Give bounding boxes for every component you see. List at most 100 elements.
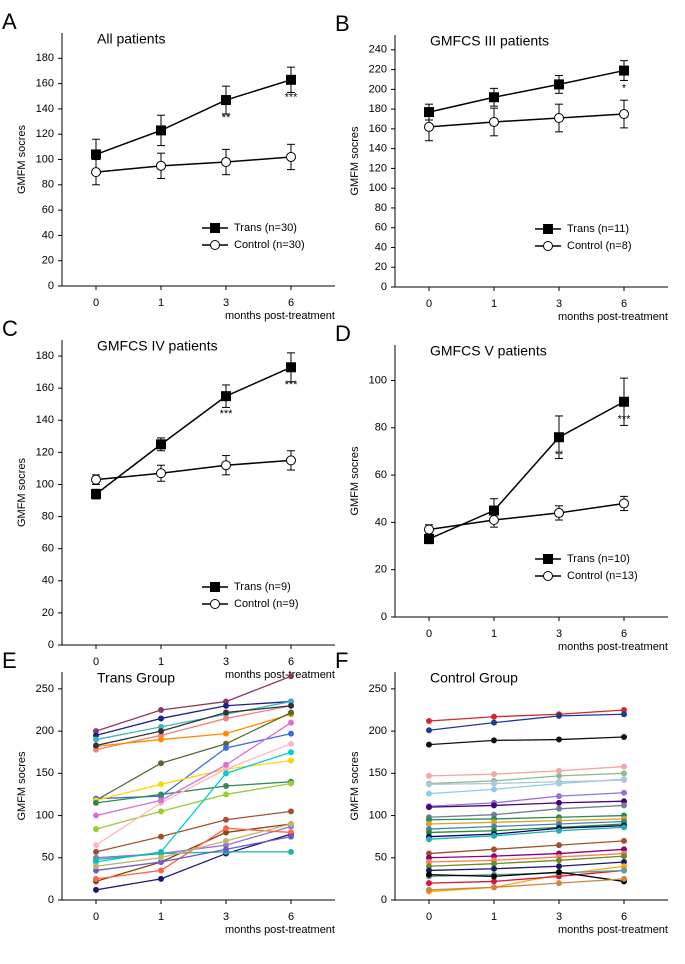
y-tick-label: 200	[369, 725, 387, 737]
marker	[158, 728, 164, 735]
marker	[556, 827, 562, 834]
y-tick-label: 20	[42, 607, 54, 619]
marker	[621, 734, 627, 741]
x-tick-label: 1	[158, 911, 164, 923]
marker	[489, 92, 499, 103]
series-line	[428, 852, 625, 863]
marker	[210, 223, 220, 233]
marker	[556, 712, 562, 719]
marker	[491, 786, 497, 793]
series-line	[428, 826, 625, 840]
marker	[286, 151, 296, 162]
series-line	[428, 878, 625, 891]
y-tick-label: 250	[369, 683, 387, 695]
panel: A All patients 0 20 40 60 80 100 120 140 160 180 0 1 3…	[2, 9, 335, 322]
series-line	[428, 848, 625, 859]
marker	[426, 871, 432, 878]
y-tick-label: 40	[42, 575, 54, 587]
panel-letter: C	[2, 316, 18, 341]
marker	[158, 736, 164, 743]
marker	[426, 821, 432, 827]
marker	[491, 884, 497, 891]
y-tick-label: 20	[375, 261, 387, 273]
x-tick-label: 3	[556, 911, 562, 923]
y-axis-label: GMFM socres	[16, 751, 28, 821]
marker	[288, 821, 294, 827]
series-line	[95, 366, 292, 495]
y-tick-label: 160	[369, 123, 387, 135]
series-line	[428, 855, 625, 867]
marker	[621, 867, 627, 874]
marker	[426, 781, 432, 788]
marker	[426, 772, 432, 779]
series-line	[428, 800, 625, 808]
marker	[286, 455, 296, 466]
y-tick-label: 0	[48, 894, 54, 906]
marker	[221, 95, 231, 106]
marker	[93, 886, 99, 893]
legend-label: Trans (n=30)	[234, 222, 297, 234]
marker	[93, 875, 99, 882]
annotation: **	[555, 449, 564, 461]
marker	[619, 396, 629, 407]
marker	[543, 224, 553, 234]
y-tick-label: 150	[36, 767, 54, 779]
y-tick-label: 180	[36, 52, 54, 64]
series-line	[428, 820, 625, 830]
series-line	[95, 79, 292, 156]
series-line	[428, 69, 625, 113]
panel-letter: A	[2, 9, 17, 34]
marker	[426, 741, 432, 748]
marker	[491, 832, 497, 839]
y-tick-label: 80	[375, 422, 387, 434]
marker	[489, 116, 499, 127]
marker	[491, 865, 497, 872]
panel-title: GMFCS V patients	[430, 343, 547, 359]
marker	[223, 816, 229, 823]
y-tick-label: 0	[48, 639, 54, 651]
marker	[93, 799, 99, 806]
legend-label: Control (n=13)	[567, 570, 638, 582]
marker	[426, 727, 432, 734]
marker	[424, 121, 434, 132]
marker	[158, 707, 164, 713]
marker	[156, 125, 166, 136]
y-tick-label: 50	[375, 852, 387, 864]
x-tick-label: 6	[288, 656, 294, 668]
series-line	[428, 502, 625, 531]
y-tick-label: 40	[375, 516, 387, 528]
marker	[221, 157, 231, 168]
series-line	[95, 700, 292, 741]
marker	[491, 873, 497, 880]
panel-letter: F	[335, 648, 348, 673]
marker	[556, 857, 562, 864]
marker	[554, 507, 564, 518]
marker	[158, 791, 164, 798]
y-tick-label: 200	[36, 725, 54, 737]
x-tick-label: 0	[426, 911, 432, 923]
series-line	[95, 782, 292, 830]
marker	[543, 241, 553, 251]
y-tick-label: 80	[42, 510, 54, 522]
marker	[426, 717, 432, 724]
marker	[543, 554, 553, 564]
y-tick-label: 20	[42, 255, 54, 267]
series-line	[428, 772, 625, 785]
marker	[156, 160, 166, 171]
y-tick-label: 100	[36, 153, 54, 165]
y-axis-label: GMFM socres	[349, 126, 361, 196]
panel-title: All patients	[97, 31, 165, 47]
marker	[286, 74, 296, 85]
marker	[556, 799, 562, 806]
series-line	[95, 713, 292, 747]
y-axis-label: GMFM socres	[349, 751, 361, 821]
marker	[210, 240, 220, 250]
y-tick-label: 160	[36, 382, 54, 394]
marker	[223, 745, 229, 751]
marker	[223, 846, 229, 853]
marker	[619, 109, 629, 120]
series-line	[428, 401, 625, 540]
marker	[288, 808, 294, 815]
y-axis-label: GMFM socres	[16, 124, 28, 194]
